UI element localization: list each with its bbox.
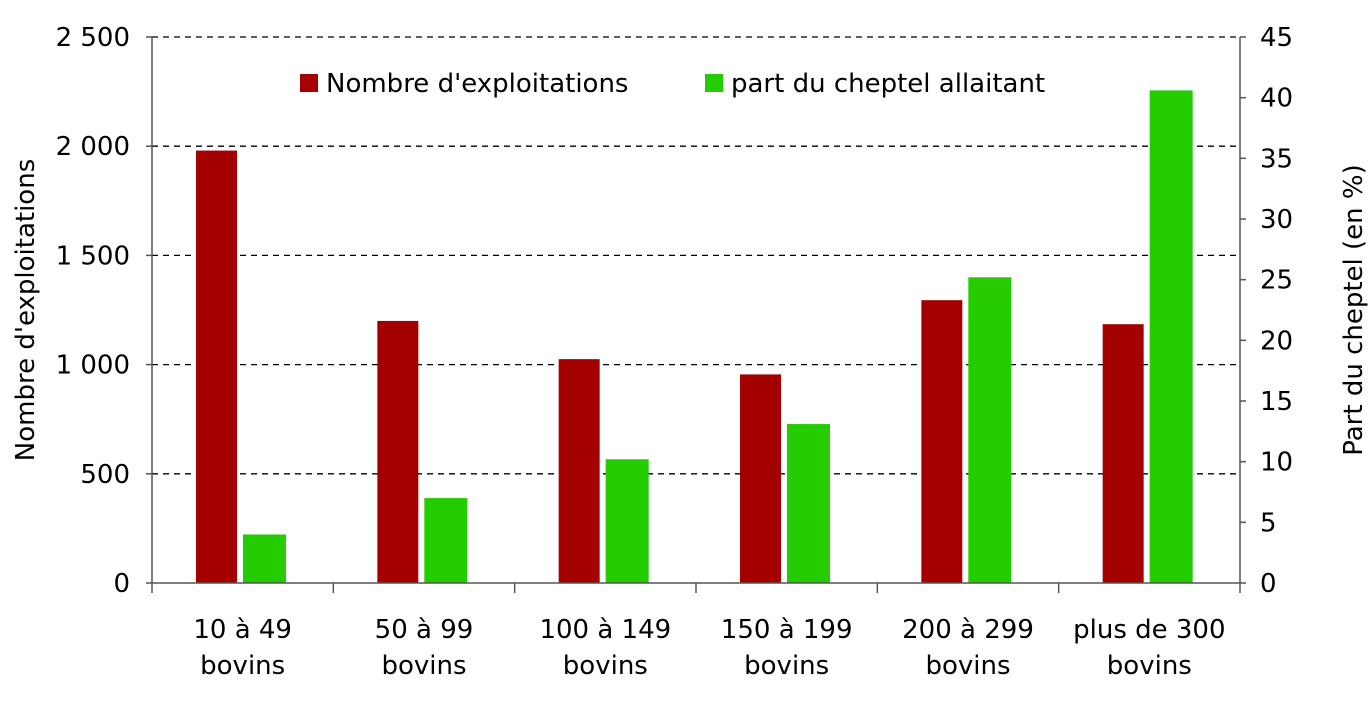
x-tick-label: bovins [744, 651, 829, 681]
bar-cheptel [1149, 90, 1193, 584]
bar-cheptel [968, 277, 1012, 583]
legend-label-cheptel: part du cheptel allaitant [731, 69, 1045, 99]
legend-swatch-exploitations [300, 74, 318, 92]
bar-exploitations [921, 300, 963, 583]
bar-exploitations [558, 359, 600, 583]
y-tick-label: 500 [80, 460, 130, 490]
y-axis-label: Nombre d'exploitations [11, 159, 41, 461]
y2-tick-label: 15 [1260, 387, 1293, 417]
x-tick-label: 200 à 299 [902, 615, 1034, 645]
bar-exploitations [740, 374, 781, 583]
x-tick-label: 10 à 49 [193, 615, 292, 645]
y2-axis-label: Part du cheptel (en %) [1339, 164, 1369, 456]
bar-exploitations [377, 320, 419, 583]
y-tick-label: 2 000 [56, 132, 130, 162]
y2-tick-label: 35 [1260, 144, 1293, 174]
bar-cheptel [605, 459, 649, 583]
bar-cheptel [243, 534, 286, 583]
y-tick-label: 1 500 [56, 241, 130, 271]
y2-tick-label: 25 [1260, 266, 1293, 296]
x-tick-label: 150 à 199 [721, 615, 853, 645]
x-tick-label: plus de 300 [1073, 615, 1225, 645]
bar-cheptel [787, 424, 830, 583]
y-tick-label: 1 000 [56, 351, 130, 381]
y-tick-label: 2 500 [56, 23, 130, 53]
y-tick-label: 0 [113, 569, 130, 599]
y2-tick-label: 30 [1260, 205, 1293, 235]
y2-tick-label: 40 [1260, 84, 1293, 114]
legend-label-exploitations: Nombre d'exploitations [326, 69, 628, 99]
y2-tick-label: 0 [1260, 569, 1277, 599]
x-tick-label: bovins [1107, 651, 1192, 681]
y2-tick-label: 45 [1260, 23, 1293, 53]
x-tick-label: bovins [381, 651, 466, 681]
legend-swatch-cheptel [705, 74, 723, 92]
x-tick-label: bovins [925, 651, 1010, 681]
x-tick-label: bovins [200, 651, 285, 681]
bar-exploitations [1102, 324, 1144, 583]
y2-tick-label: 5 [1260, 508, 1277, 538]
x-tick-label: bovins [563, 651, 648, 681]
legend: Nombre d'exploitations part du cheptel a… [300, 69, 1045, 99]
y2-tick-label: 10 [1260, 448, 1293, 478]
bar-cheptel [424, 498, 468, 583]
x-tick-label: 100 à 149 [539, 615, 671, 645]
x-tick-label: 50 à 99 [375, 615, 474, 645]
bar-exploitations [196, 150, 237, 583]
y2-tick-label: 20 [1260, 326, 1293, 356]
